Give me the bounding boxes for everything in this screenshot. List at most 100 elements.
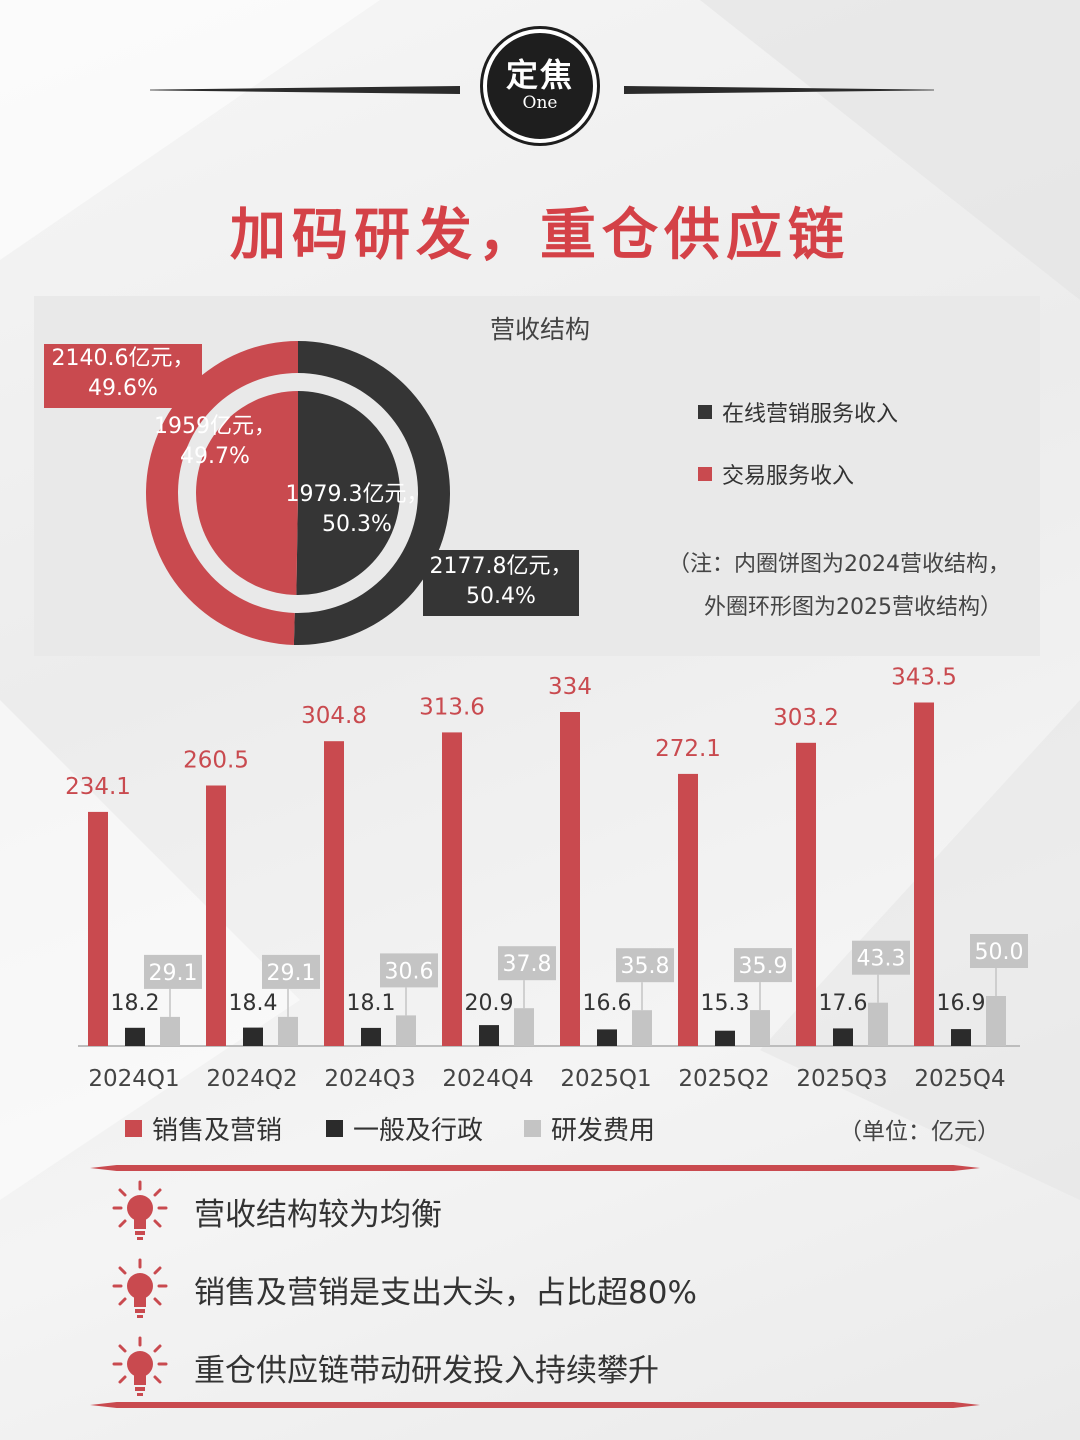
data-label-rd: 30.6: [385, 959, 434, 984]
legend-sales-label: 销售及营销: [152, 1116, 283, 1146]
bar-rd: [868, 1002, 888, 1046]
data-label-rd: 29.1: [149, 961, 198, 986]
bar-sales: [560, 712, 580, 1046]
takeaway-text: 销售及营销是支出大头，占比超80%: [194, 1274, 697, 1311]
outer-red-label: 2140.6亿元，: [51, 346, 195, 371]
bar-rd: [278, 1016, 298, 1046]
separator-bottom: [90, 1402, 980, 1408]
data-label-box-rd: [498, 946, 556, 981]
badge-main-text: 定焦: [505, 56, 574, 95]
header-line-right: [624, 86, 934, 94]
revenue-note-line1: （注：内圈饼图为2024营收结构，: [668, 552, 1010, 577]
data-label-box-rd: [734, 948, 792, 983]
legend-online-swatch: [698, 405, 712, 419]
x-tick-label: 2024Q4: [442, 1066, 533, 1092]
bar-rd: [514, 1008, 534, 1046]
bar-admin: [833, 1028, 853, 1046]
bar-rd: [986, 996, 1006, 1046]
data-label-sales: 313.6: [419, 694, 485, 720]
data-label-sales: 303.2: [773, 705, 839, 731]
outer-dark-label-box: 2177.8亿元， 50.4%: [423, 550, 579, 616]
separator-top: [90, 1165, 980, 1171]
inner-red-label: 1959亿元，: [154, 414, 276, 439]
bar-sales: [914, 702, 934, 1046]
inner-red-pct: 49.7%: [180, 444, 250, 469]
data-label-rd: 37.8: [503, 952, 552, 977]
legend-sales: 销售及营销: [125, 1110, 282, 1147]
bar-rd: [632, 1010, 652, 1046]
x-tick-label: 2025Q1: [560, 1066, 651, 1092]
data-label-admin: 20.9: [465, 991, 514, 1016]
outer-2025-slice-online: [293, 341, 450, 645]
legend-online: 在线营销服务收入: [698, 396, 898, 428]
data-label-box-rd: [616, 948, 674, 983]
data-label-admin: 17.6: [819, 991, 868, 1016]
data-label-box-rd: [262, 954, 320, 989]
data-label-rd: 43.3: [857, 947, 906, 972]
inner-red-label-box: 1959亿元， 49.7%: [150, 412, 280, 472]
bar-sales: [678, 773, 698, 1046]
legend-rd: 研发费用: [524, 1110, 655, 1147]
takeaway-text: 重仓供应链带动研发投入持续攀升: [194, 1352, 659, 1389]
revenue-chart-title: 营收结构: [489, 315, 590, 344]
legend-admin-label: 一般及行政: [353, 1116, 484, 1146]
outer-red-label-box: 2140.6亿元， 49.6%: [44, 344, 202, 408]
data-label-admin: 18.1: [347, 991, 396, 1016]
bar-rd: [160, 1016, 180, 1046]
bar-admin: [479, 1025, 499, 1046]
expense-bar-chart: 2024Q1 234.1 18.2 29.1 2024Q2 260.5 18.4 29.1 20…: [65, 665, 1028, 1092]
takeaway-item: 营收结构较为均衡: [112, 1180, 442, 1242]
outer-dark-label: 2177.8亿元，: [429, 554, 573, 579]
data-label-sales: 272.1: [655, 736, 721, 762]
bar-sales: [442, 732, 462, 1046]
bar-admin: [597, 1029, 617, 1046]
legend-online-label: 在线营销服务收入: [722, 402, 899, 427]
data-label-admin: 16.6: [583, 991, 632, 1016]
legend-admin-swatch: [326, 1120, 343, 1137]
data-label-sales: 260.5: [183, 748, 249, 774]
data-label-sales: 343.5: [891, 665, 957, 691]
bar-rd: [396, 1015, 416, 1046]
legend-sales-swatch: [125, 1120, 142, 1137]
inner-dark-label-box: 1979.3亿元， 50.3%: [282, 480, 432, 540]
bar-admin: [715, 1030, 735, 1046]
legend-trade-swatch: [698, 467, 712, 481]
badge-sub-text: One: [522, 93, 558, 114]
chart-unit: （单位：亿元）: [839, 1119, 1000, 1145]
outer-dark-pct: 50.4%: [466, 584, 536, 609]
legend-trade: 交易服务收入: [698, 458, 854, 490]
data-label-admin: 15.3: [701, 991, 750, 1016]
bar-rd: [750, 1010, 770, 1046]
x-tick-label: 2024Q1: [88, 1066, 179, 1092]
inner-dark-pct: 50.3%: [322, 512, 392, 537]
legend-rd-swatch: [524, 1120, 541, 1137]
lightbulb-icon: [112, 1258, 168, 1318]
page-title: 加码研发，重仓供应链: [230, 203, 850, 268]
lightbulb-icon: [112, 1336, 168, 1396]
takeaway-item: 销售及营销是支出大头，占比超80%: [112, 1258, 697, 1320]
data-label-box-rd: [852, 940, 910, 975]
data-label-admin: 16.9: [937, 991, 986, 1016]
bar-sales: [206, 785, 226, 1046]
data-label-rd: 29.1: [267, 961, 316, 986]
outer-2025-slice-trade: [145, 341, 298, 645]
data-label-box-rd: [970, 934, 1028, 968]
outer-red-pct: 49.6%: [88, 376, 158, 401]
takeaway-text: 营收结构较为均衡: [194, 1196, 442, 1233]
header-line-left: [150, 86, 460, 94]
legend-admin: 一般及行政: [326, 1110, 483, 1147]
bar-sales: [324, 741, 344, 1046]
data-label-box-rd: [380, 953, 438, 988]
data-label-rd: 35.8: [621, 954, 670, 979]
legend-trade-label: 交易服务收入: [722, 464, 855, 489]
inner-2024-slice-trade: [196, 391, 298, 595]
bar-admin: [243, 1027, 263, 1046]
bar-admin: [125, 1027, 145, 1046]
x-tick-label: 2024Q3: [324, 1066, 415, 1092]
x-tick-label: 2025Q3: [796, 1066, 887, 1092]
inner-dark-label: 1979.3亿元，: [285, 482, 429, 507]
inner-2024-slice-online: [296, 391, 401, 595]
revenue-note-line2: 外圈环形图为2025营收结构）: [704, 595, 1002, 620]
data-label-rd: 50.0: [975, 940, 1024, 965]
data-label-admin: 18.2: [111, 991, 160, 1016]
